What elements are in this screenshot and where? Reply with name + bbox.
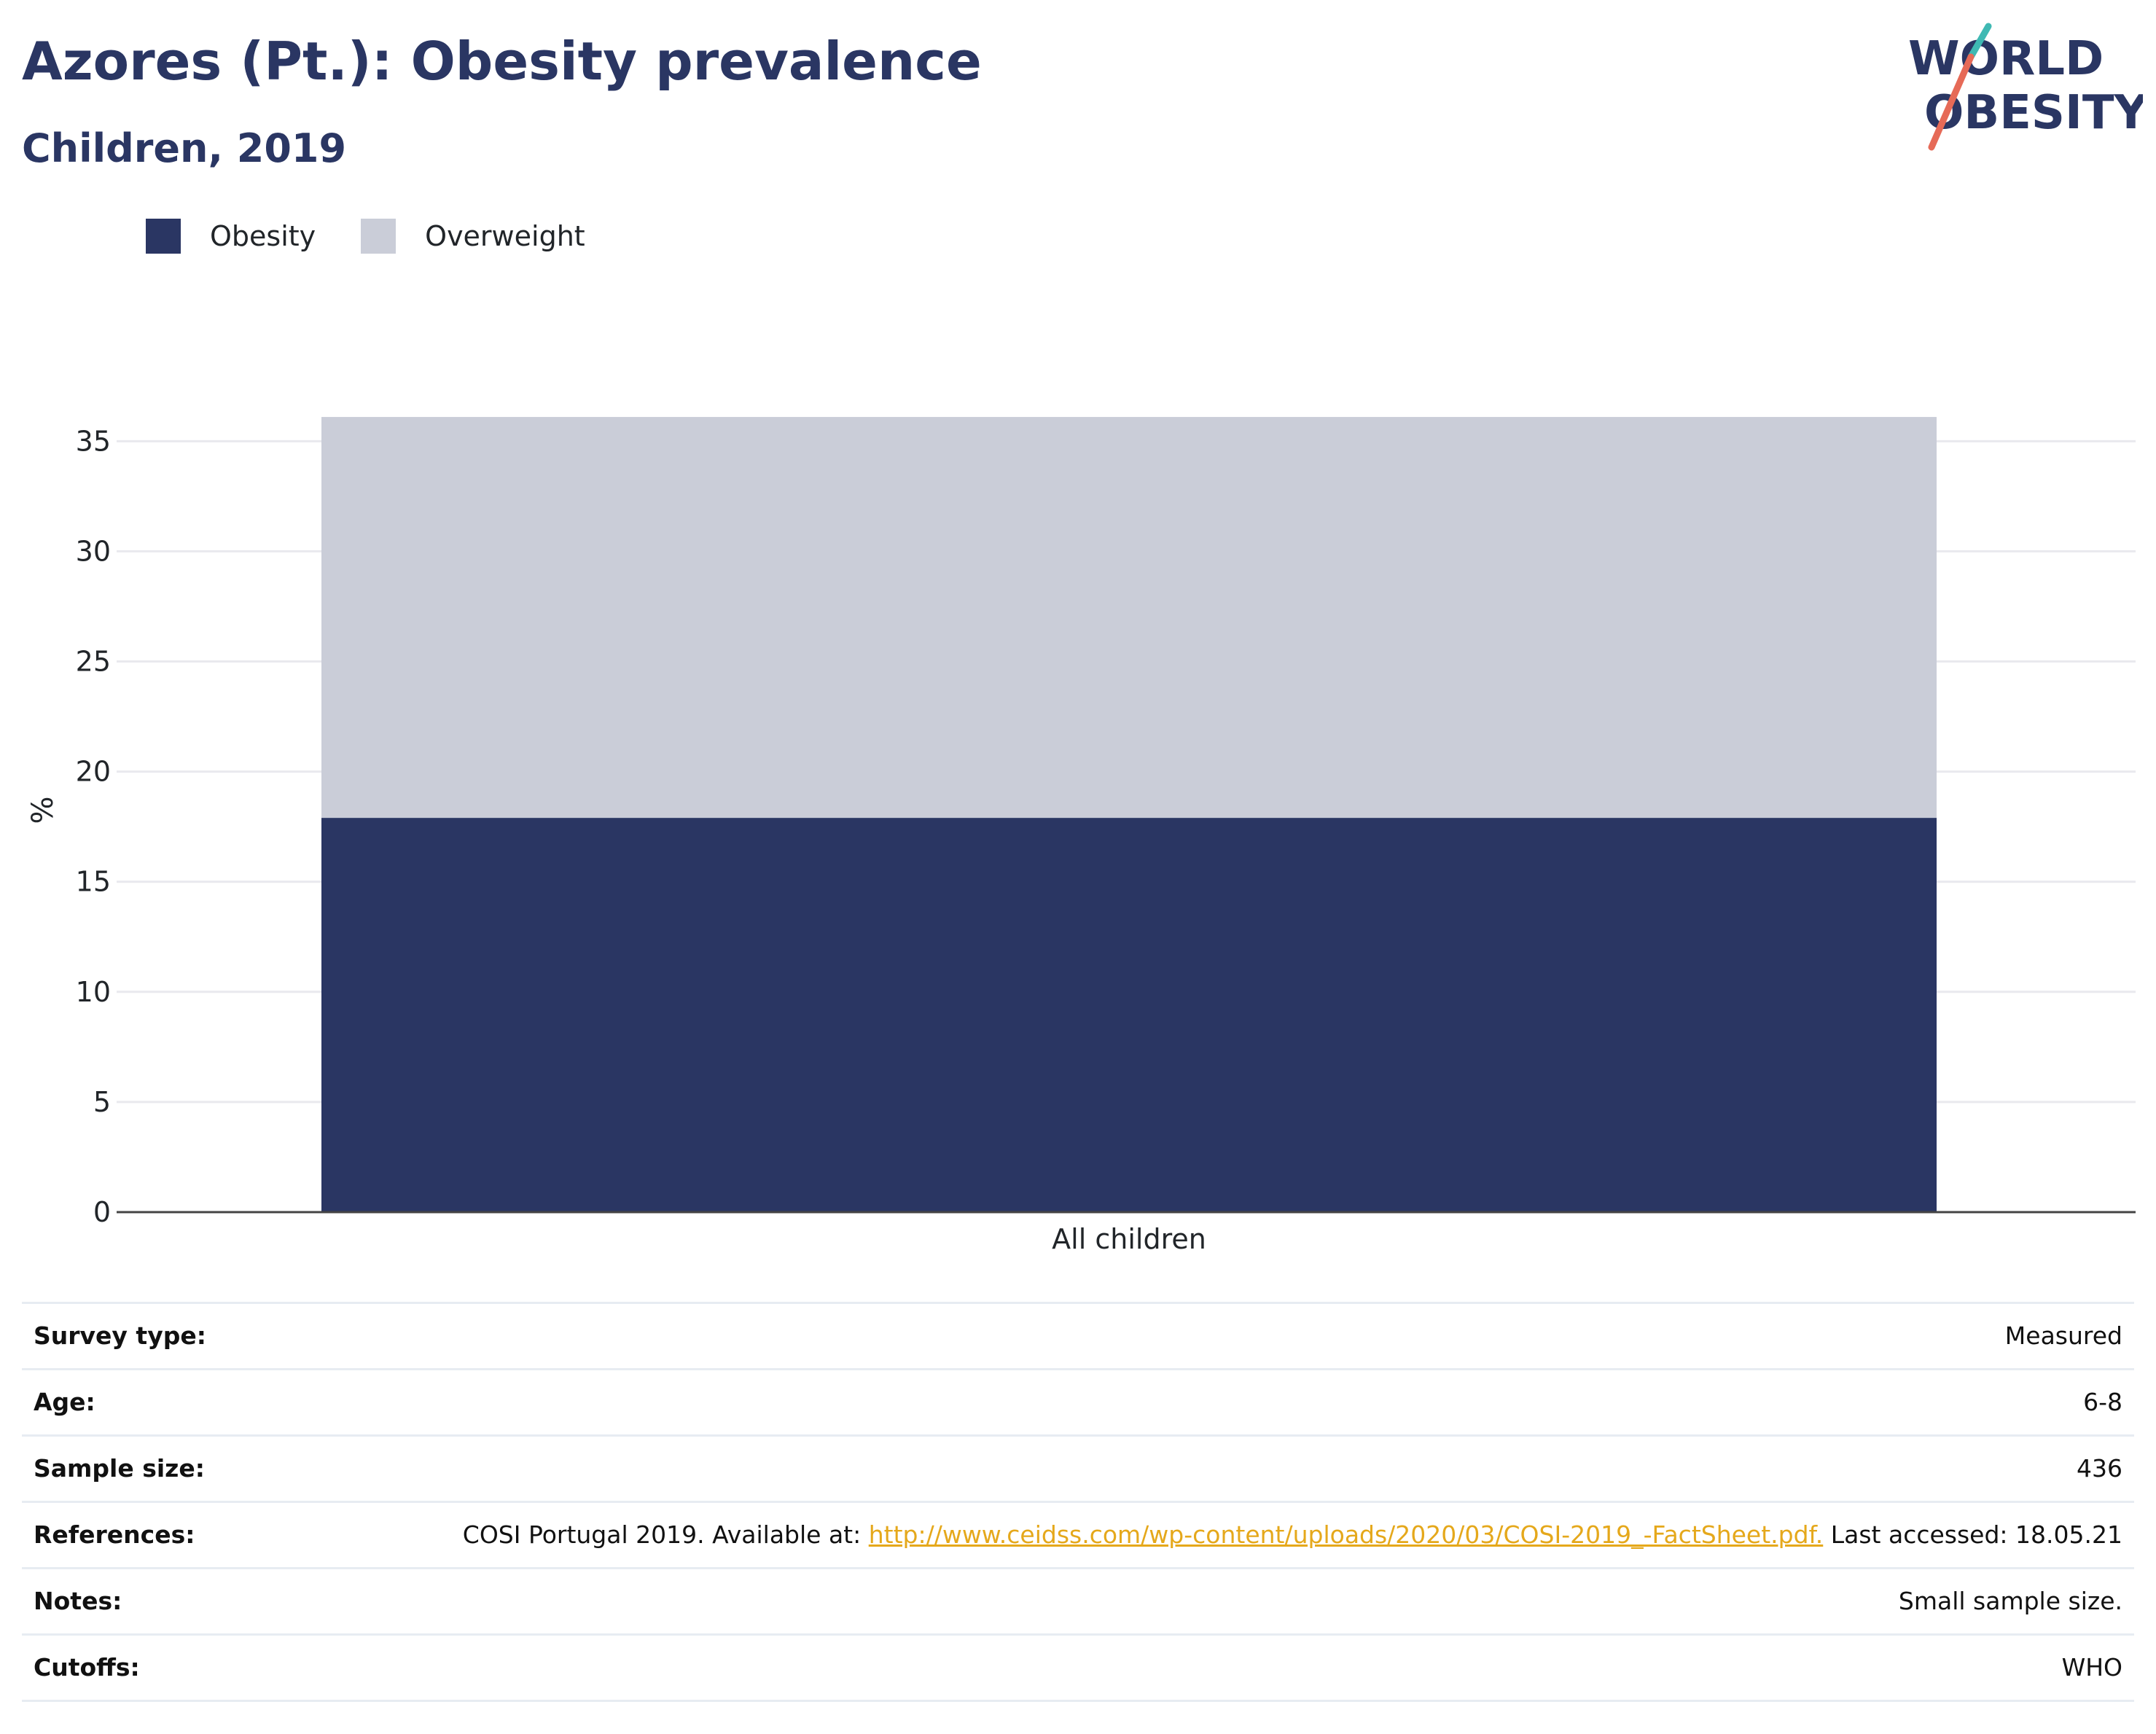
survey-info-table: Survey type: Measured Age: 6-8 Sample si… [22,1302,2134,1702]
y-tick-label: 10 [76,976,111,1008]
logo-slash-teal [1967,23,1992,60]
info-value-cutoffs: WHO [322,1633,2134,1702]
info-value-survey-type: Measured [322,1302,2134,1370]
bar-overweight [321,417,1937,819]
chart-legend: Obesity Overweight [146,216,630,257]
info-value-sample-size: 436 [322,1434,2134,1502]
references-link[interactable]: http://www.ceidss.com/wp-content/uploads… [868,1520,1824,1549]
info-label-notes: Notes: [22,1567,322,1635]
y-tick-label: 20 [76,756,111,788]
info-label-survey-type: Survey type: [22,1302,322,1370]
legend-label-obesity: Obesity [210,220,316,252]
references-suffix: Last accessed: 18.05.21 [1823,1520,2122,1549]
y-tick-label: 5 [93,1086,111,1118]
y-tick-label: 35 [76,425,111,457]
info-row-cutoffs: Cutoffs: WHO [22,1633,2134,1702]
world-obesity-logo: WORLD OBESITY [1908,23,2143,151]
info-label-age: Age: [22,1368,322,1436]
legend-label-overweight: Overweight [425,220,585,252]
bar-obesity [321,818,1937,1212]
y-tick-label: 15 [76,866,111,898]
chart-subtitle: Children, 2019 [22,125,347,171]
info-label-cutoffs: Cutoffs: [22,1633,322,1702]
logo-word-obesity: OBESITY [1924,86,2143,140]
bar-chart: 0 5 10 15 20 25 30 35 All children% [26,417,2136,1255]
y-tick-label: 0 [93,1196,111,1228]
info-label-references: References: [22,1501,322,1569]
legend-swatch-obesity [146,219,181,254]
info-value-age: 6-8 [322,1368,2134,1436]
y-axis-title: % [26,796,60,824]
y-tick-label: 25 [76,646,111,678]
info-row-survey-type: Survey type: Measured [22,1302,2134,1370]
logo-slash-coral [1928,53,1975,151]
legend-item-overweight[interactable]: Overweight [361,219,585,254]
legend-swatch-overweight [361,219,397,254]
references-prefix: COSI Portugal 2019. Available at: [462,1520,869,1549]
info-value-notes: Small sample size. [322,1567,2134,1635]
chart-title: Azores (Pt.): Obesity prevalence [22,31,982,92]
info-value-references: COSI Portugal 2019. Available at: http:/… [322,1501,2134,1569]
y-tick-label: 30 [76,535,111,567]
info-row-references: References: COSI Portugal 2019. Availabl… [22,1501,2134,1569]
x-tick-label: All children [1052,1223,1206,1255]
info-row-notes: Notes: Small sample size. [22,1567,2134,1635]
legend-item-obesity[interactable]: Obesity [146,219,316,254]
info-label-sample-size: Sample size: [22,1434,322,1502]
logo-word-world: WORLD [1908,32,2104,86]
info-row-age: Age: 6-8 [22,1368,2134,1436]
info-row-sample-size: Sample size: 436 [22,1434,2134,1502]
